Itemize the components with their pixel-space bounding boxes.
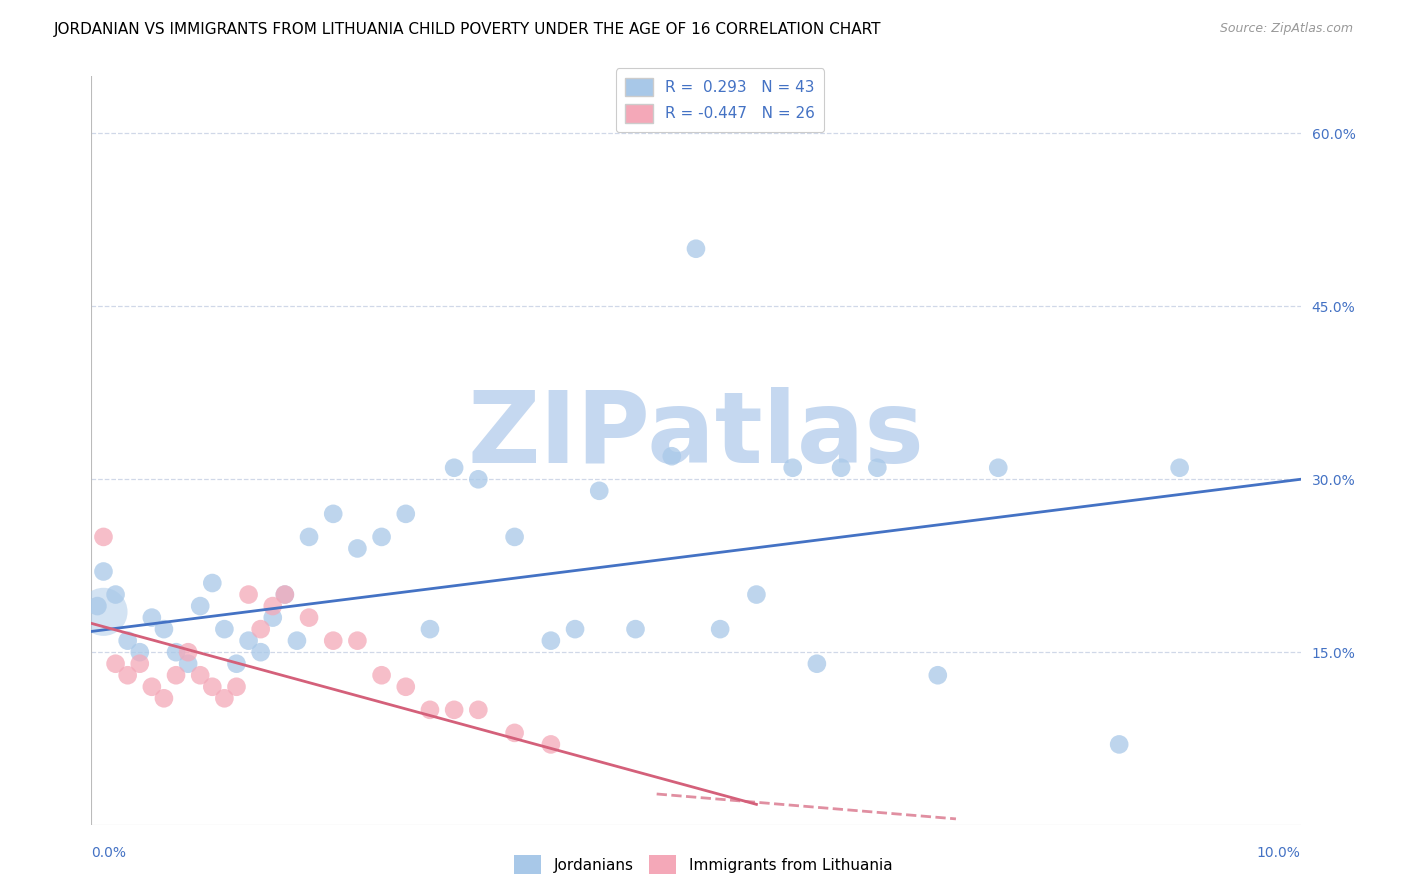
Point	[128, 657, 150, 671]
Point	[503, 530, 526, 544]
Point	[93, 565, 115, 579]
Point	[262, 610, 284, 624]
Point	[1168, 460, 1191, 475]
Point	[298, 530, 321, 544]
Point	[201, 576, 224, 591]
Point	[419, 622, 441, 636]
Point	[298, 610, 321, 624]
Point	[540, 738, 562, 752]
Legend: R =  0.293   N = 43, R = -0.447   N = 26: R = 0.293 N = 43, R = -0.447 N = 26	[616, 69, 824, 132]
Point	[201, 680, 224, 694]
Point	[86, 599, 108, 613]
Point	[370, 530, 392, 544]
Point	[274, 588, 297, 602]
Point	[93, 530, 115, 544]
Point	[927, 668, 949, 682]
Point	[346, 633, 368, 648]
Point	[225, 680, 247, 694]
Point	[709, 622, 731, 636]
Point	[866, 460, 889, 475]
Point	[141, 610, 163, 624]
Text: JORDANIAN VS IMMIGRANTS FROM LITHUANIA CHILD POVERTY UNDER THE AGE OF 16 CORRELA: JORDANIAN VS IMMIGRANTS FROM LITHUANIA C…	[53, 22, 882, 37]
Point	[238, 588, 260, 602]
Legend: Jordanians, Immigrants from Lithuania: Jordanians, Immigrants from Lithuania	[508, 849, 898, 880]
Point	[540, 633, 562, 648]
Point	[104, 588, 127, 602]
Point	[104, 657, 127, 671]
Point	[214, 622, 236, 636]
Point	[370, 668, 392, 682]
Text: 10.0%: 10.0%	[1257, 847, 1301, 860]
Point	[745, 588, 768, 602]
Point	[322, 633, 344, 648]
Point	[153, 691, 176, 706]
Point	[285, 633, 308, 648]
Point	[588, 483, 610, 498]
Text: ZIPatlas: ZIPatlas	[468, 387, 924, 484]
Point	[443, 460, 465, 475]
Point	[467, 703, 489, 717]
Point	[117, 633, 139, 648]
Point	[987, 460, 1010, 475]
Point	[117, 668, 139, 682]
Point	[165, 645, 187, 659]
Point	[153, 622, 176, 636]
Point	[1108, 738, 1130, 752]
Point	[188, 668, 211, 682]
Point	[177, 645, 200, 659]
Point	[322, 507, 344, 521]
Point	[274, 588, 297, 602]
Point	[238, 633, 260, 648]
Point	[624, 622, 647, 636]
Point	[128, 645, 150, 659]
Point	[93, 605, 115, 619]
Point	[188, 599, 211, 613]
Point	[177, 657, 200, 671]
Point	[564, 622, 586, 636]
Text: 0.0%: 0.0%	[91, 847, 127, 860]
Point	[806, 657, 828, 671]
Point	[346, 541, 368, 556]
Point	[262, 599, 284, 613]
Point	[419, 703, 441, 717]
Point	[214, 691, 236, 706]
Point	[503, 726, 526, 740]
Point	[141, 680, 163, 694]
Text: Source: ZipAtlas.com: Source: ZipAtlas.com	[1219, 22, 1353, 36]
Point	[165, 668, 187, 682]
Point	[443, 703, 465, 717]
Point	[467, 472, 489, 486]
Point	[685, 242, 707, 256]
Point	[395, 680, 418, 694]
Point	[661, 449, 683, 463]
Point	[249, 622, 271, 636]
Point	[782, 460, 804, 475]
Point	[225, 657, 247, 671]
Point	[249, 645, 271, 659]
Point	[395, 507, 418, 521]
Point	[830, 460, 852, 475]
